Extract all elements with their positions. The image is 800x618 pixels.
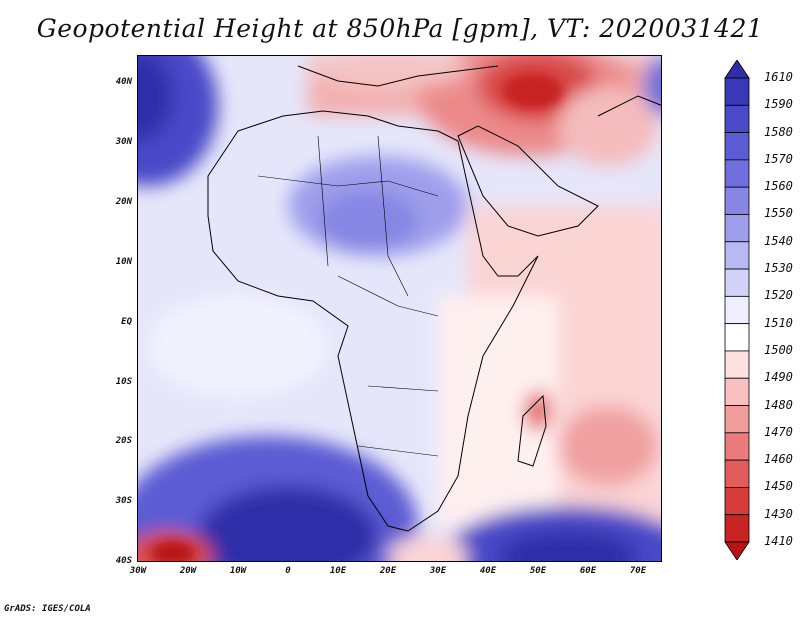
lon-tick-label: 30W <box>129 566 147 576</box>
colorbar-swatch <box>724 104 750 133</box>
chart-title: Geopotential Height at 850hPa [gpm], VT:… <box>36 14 764 43</box>
lon-tick-label: 50E <box>529 566 547 576</box>
lon-tick-label: 20E <box>379 566 397 576</box>
colorbar-swatch <box>724 514 750 543</box>
africa-coast <box>207 110 539 532</box>
mediterranean-coast <box>297 65 499 87</box>
lon-tick-label: 70E <box>629 566 647 576</box>
lat-tick-label: 20S <box>115 436 132 446</box>
coastlines <box>207 65 661 532</box>
colorbar-swatch <box>724 432 750 461</box>
field-shading <box>138 56 661 561</box>
colorbar-label: 1530 <box>764 261 793 276</box>
asia-coast <box>597 95 661 117</box>
lat-tick-label: 40N <box>115 77 132 87</box>
colorbar-swatches <box>724 60 750 560</box>
colorbar-label: 1500 <box>764 342 793 357</box>
lon-tick-label: 30E <box>429 566 447 576</box>
colorbar-label: 1570 <box>764 151 793 166</box>
lat-tick-label: 30N <box>115 137 132 147</box>
colorbar-label: 1450 <box>764 479 793 494</box>
lon-tick-label: 60E <box>579 566 597 576</box>
colorbar-label: 1520 <box>764 288 793 303</box>
colorbar-bottom-triangle <box>724 541 750 560</box>
colorbar-swatch <box>724 377 750 406</box>
colorbar-label: 1540 <box>764 233 793 248</box>
lat-tick-label: 20N <box>115 197 132 207</box>
colorbar-label: 1480 <box>764 397 793 412</box>
lon-tick-label: 40E <box>479 566 497 576</box>
colorbar-swatch <box>724 214 750 243</box>
lon-tick-label: 10E <box>329 566 347 576</box>
colorbar-top-triangle <box>724 60 750 79</box>
colorbar-swatch <box>724 405 750 434</box>
colorbar-label: 1610 <box>764 70 793 84</box>
lat-tick-label: 30S <box>115 496 132 506</box>
colorbar-swatch <box>724 241 750 270</box>
colorbar-label: 1590 <box>764 97 793 112</box>
colorbar-label: 1430 <box>764 506 793 521</box>
colorbar-label: 1460 <box>764 452 793 467</box>
arabia-coast <box>457 125 599 237</box>
colorbar-label: 1580 <box>764 124 793 139</box>
map-panel <box>137 55 662 562</box>
colorbar-label: 1410 <box>764 534 793 548</box>
colorbar-label: 1510 <box>764 315 793 330</box>
lon-tick-label: 10W <box>229 566 247 576</box>
colorbar-swatch <box>724 487 750 516</box>
colorbar-swatch <box>724 77 750 106</box>
lat-tick-label: 40S <box>115 556 132 566</box>
height-field <box>138 56 661 561</box>
lon-tick-label: 0 <box>285 566 291 576</box>
colorbar-swatch <box>724 268 750 297</box>
borders <box>257 135 439 457</box>
colorbar-swatch <box>724 350 750 379</box>
lat-tick-label: EQ <box>121 317 132 327</box>
colorbar-swatch <box>724 159 750 188</box>
colorbar-swatch <box>724 323 750 352</box>
credit-label: GrADS: IGES/COLA <box>4 604 91 614</box>
colorbar-swatch <box>724 295 750 325</box>
colorbar-label: 1560 <box>764 179 793 194</box>
colorbar-swatch <box>724 459 750 488</box>
colorbar-label: 1550 <box>764 206 793 221</box>
madagascar-coast <box>517 394 547 467</box>
colorbar-label: 1490 <box>764 370 793 385</box>
lat-tick-label: 10S <box>115 377 132 387</box>
colorbar-swatch <box>724 132 750 161</box>
colorbar-swatch <box>724 186 750 215</box>
colorbar-label: 1470 <box>764 424 793 439</box>
lon-tick-label: 20W <box>179 566 197 576</box>
lat-tick-label: 10N <box>115 257 132 267</box>
colorbar: 1610 1590 1580 1570 1560 1550 1540 1530 1520 1510… <box>722 60 800 560</box>
